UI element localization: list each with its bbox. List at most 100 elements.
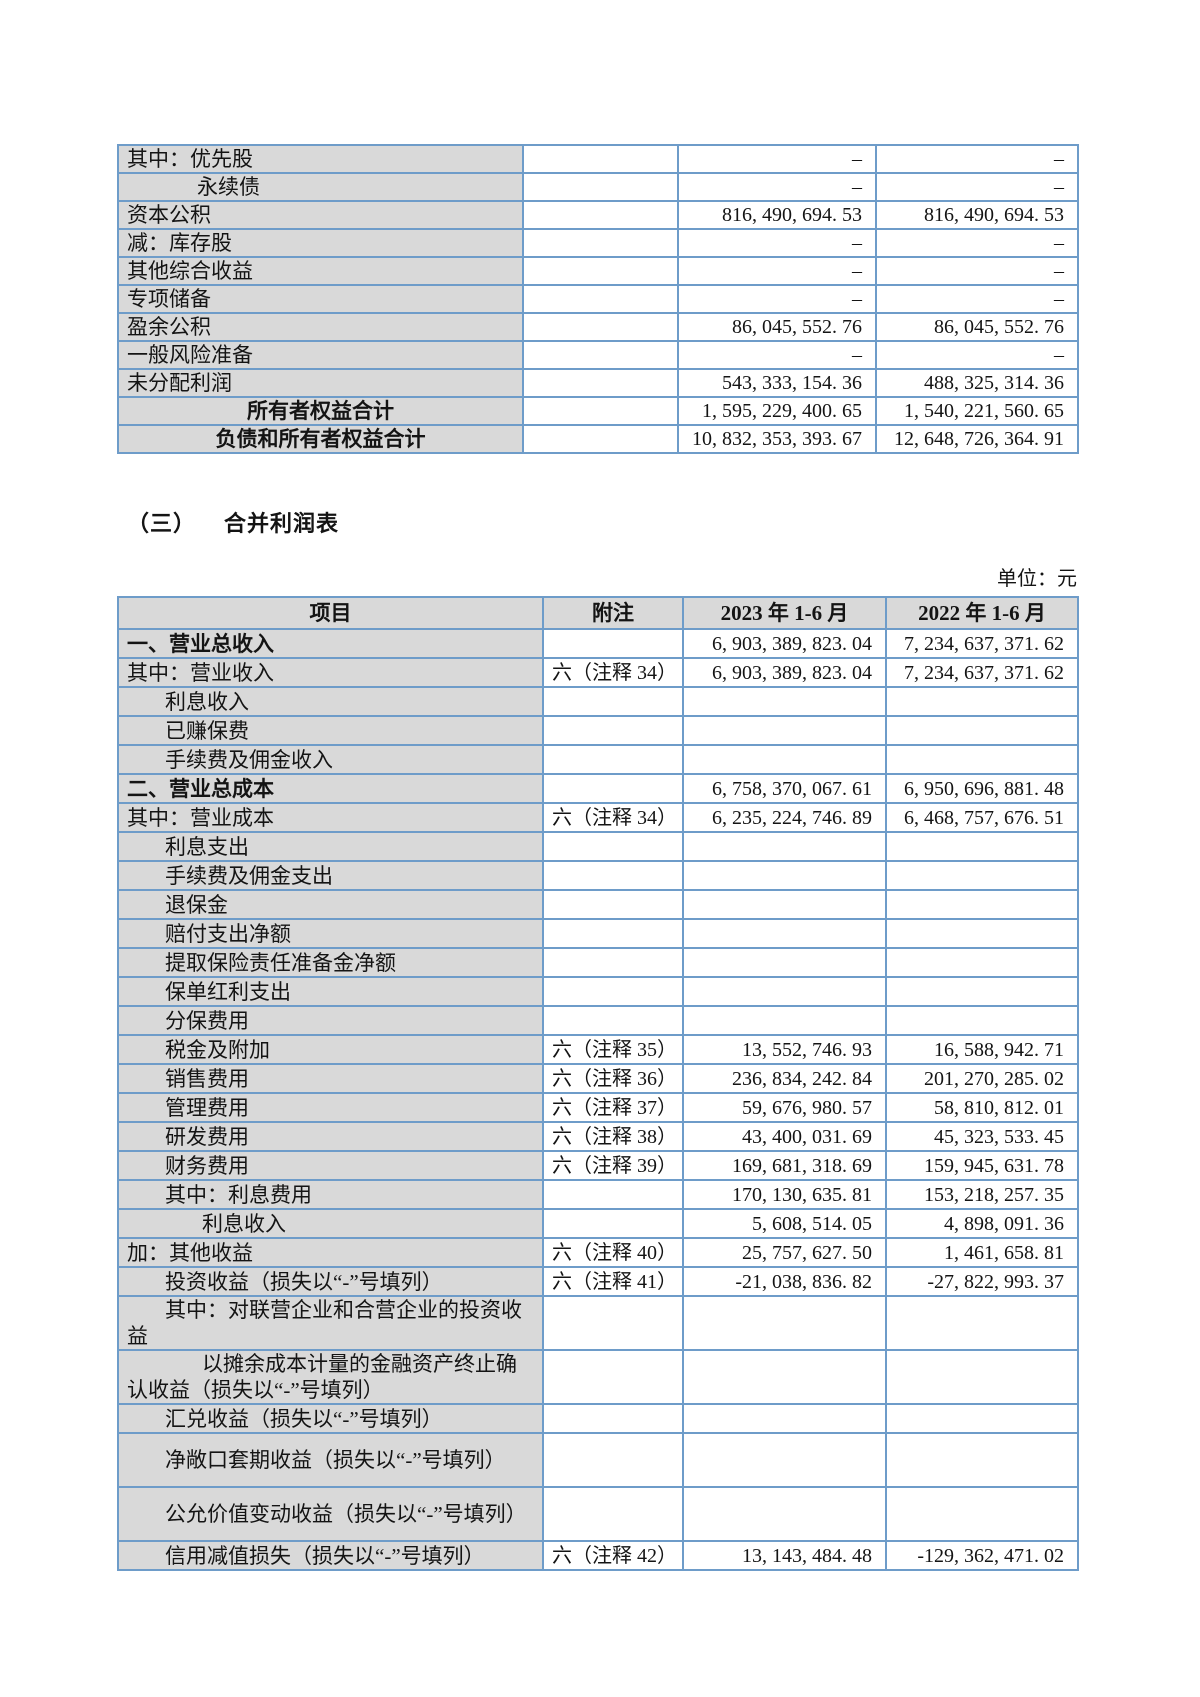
value-2023-cell: 59, 676, 980. 57 [682,1092,887,1123]
table-row: 利息支出 [117,831,1079,862]
item-label: 减：库存股 [127,231,232,255]
value-2022-cell: 86, 045, 552. 76 [875,312,1079,342]
item-label: 所有者权益合计 [247,399,394,423]
item-cell: 赔付支出净额 [117,918,544,949]
section-title: 合并利润表 [224,511,340,536]
value-2023-cell [682,860,887,891]
item-cell: 其他综合收益 [117,256,524,286]
item-label: 分保费用 [165,1008,249,1033]
value-2022-cell: 153, 218, 257. 35 [885,1179,1079,1210]
item-cell: 负债和所有者权益合计 [117,424,524,454]
table-row: 赔付支出净额 [117,918,1079,949]
item-cell: 研发费用 [117,1121,544,1152]
note-cell [542,1295,684,1351]
note-cell [542,1005,684,1036]
table-row: 信用减值损失（损失以“-”号填列） 六（注释 42） 13, 143, 484. 4… [117,1540,1079,1571]
item-cell: 一般风险准备 [117,340,524,370]
table-row: 未分配利润 543, 333, 154. 36 488, 325, 314. 36 [117,368,1079,398]
value-2022-cell: 201, 270, 285. 02 [885,1063,1079,1094]
table-row: 一般风险准备 – – [117,340,1079,370]
section-number: （三） [127,511,197,536]
value-2022-cell: – [875,256,1079,286]
value-2022-cell [885,1432,1079,1488]
value-2022-cell [885,744,1079,775]
value-2023-cell: 236, 834, 242. 84 [682,1063,887,1094]
income-statement-section: 项目 附注 2023 年 1-6 月 2022 年 1-6 月 一、营业总收入 6… [117,596,1079,1571]
table-row: 分保费用 [117,1005,1079,1036]
item-label: 研发费用 [165,1124,249,1149]
value-2023-cell [682,947,887,978]
item-cell: 其中：营业成本 [117,802,544,833]
note-cell [522,312,679,342]
note-cell: 六（注释 37） [542,1092,684,1123]
item-cell: 其中：利息费用 [117,1179,544,1210]
item-cell: 退保金 [117,889,544,920]
value-2023-cell: 43, 400, 031. 69 [682,1121,887,1152]
value-2022-cell: – [875,340,1079,370]
item-label: 手续费及佣金收入 [165,747,333,772]
item-cell: 已赚保费 [117,715,544,746]
section-heading: （三） 合并利润表 [127,506,1077,538]
item-cell: 利息收入 [117,686,544,717]
note-cell [542,1208,684,1239]
table-row: 利息收入 5, 608, 514. 05 4, 898, 091. 36 [117,1208,1079,1239]
item-label: 税金及附加 [165,1037,270,1062]
header-2022: 2022 年 1-6 月 [885,596,1079,630]
value-2023-cell [682,1403,887,1434]
value-2023-cell: 1, 595, 229, 400. 65 [677,396,877,426]
table-row: 其中：营业收入 六（注释 34） 6, 903, 389, 823. 04 7, 23… [117,657,1079,688]
value-2022-cell: 6, 468, 757, 676. 51 [885,802,1079,833]
note-cell [542,831,684,862]
note-cell [542,860,684,891]
item-cell: 利息支出 [117,831,544,862]
value-2023-cell [682,1486,887,1542]
value-2023-cell: 13, 552, 746. 93 [682,1034,887,1065]
value-2022-cell [885,889,1079,920]
item-cell: 加：其他收益 [117,1237,544,1268]
note-cell [522,368,679,398]
note-cell [522,144,679,174]
item-cell: 保单红利支出 [117,976,544,1007]
item-cell: 净敞口套期收益（损失以“-”号填列） [117,1432,544,1488]
item-label: 利息收入 [202,1211,286,1236]
value-2022-cell: 6, 950, 696, 881. 48 [885,773,1079,804]
note-cell [522,284,679,314]
income-statement-header-row: 项目 附注 2023 年 1-6 月 2022 年 1-6 月 [117,596,1079,630]
value-2023-cell: 816, 490, 694. 53 [677,200,877,230]
value-2022-cell [885,1295,1079,1351]
table-row: 利息收入 [117,686,1079,717]
value-2023-cell [682,686,887,717]
item-cell: 手续费及佣金支出 [117,860,544,891]
value-2023-cell: 86, 045, 552. 76 [677,312,877,342]
table-row: 税金及附加 六（注释 35） 13, 552, 746. 93 16, 588, 94… [117,1034,1079,1065]
note-cell [542,1179,684,1210]
item-label: 已赚保费 [165,718,249,743]
item-label: 赔付支出净额 [165,921,291,946]
note-cell: 六（注释 39） [542,1150,684,1181]
item-cell: 以摊余成本计量的金融资产终止确认收益（损失以“-”号填列） [117,1349,544,1405]
header-2023: 2023 年 1-6 月 [682,596,887,630]
item-label: 财务费用 [165,1153,249,1178]
income-statement-table: 项目 附注 2023 年 1-6 月 2022 年 1-6 月 一、营业总收入 6… [117,596,1079,1571]
value-2022-cell [885,1403,1079,1434]
table-row: 财务费用 六（注释 39） 169, 681, 318. 69 159, 945, 6… [117,1150,1079,1181]
value-2022-cell: 816, 490, 694. 53 [875,200,1079,230]
table-row: 其中：营业成本 六（注释 34） 6, 235, 224, 746. 89 6, 46… [117,802,1079,833]
value-2022-cell: 159, 945, 631. 78 [885,1150,1079,1181]
item-label: 一、营业总收入 [127,631,274,656]
item-cell: 税金及附加 [117,1034,544,1065]
note-cell [542,773,684,804]
item-label: 其中：营业成本 [127,805,274,830]
note-cell: 六（注释 41） [542,1266,684,1297]
table-row: 其中：利息费用 170, 130, 635. 81 153, 218, 257. 3… [117,1179,1079,1210]
item-label: 利息支出 [165,834,249,859]
value-2022-cell: 1, 461, 658. 81 [885,1237,1079,1268]
value-2023-cell [682,1349,887,1405]
note-cell [522,340,679,370]
note-cell [542,1432,684,1488]
value-2023-cell: 6, 903, 389, 823. 04 [682,628,887,659]
table-row: 其中：优先股 – – [117,144,1079,174]
value-2022-cell: – [875,144,1079,174]
item-cell: 资本公积 [117,200,524,230]
note-cell [542,628,684,659]
